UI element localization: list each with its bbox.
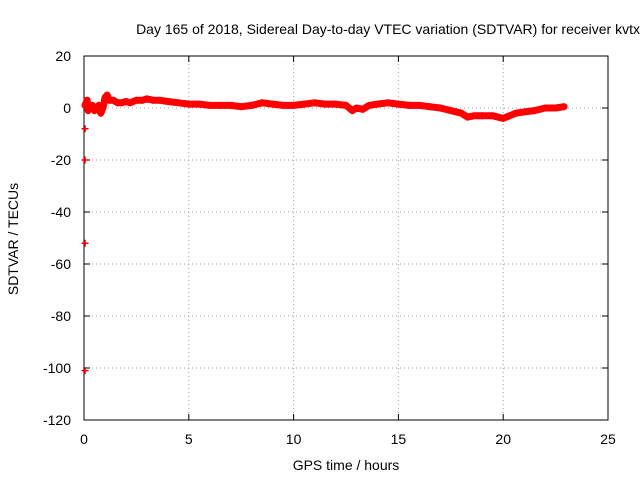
x-tick-label: 10 xyxy=(286,431,302,447)
data-point xyxy=(489,112,497,120)
data-point xyxy=(447,107,455,115)
data-point xyxy=(457,109,465,117)
y-tick-label: -120 xyxy=(43,412,71,428)
data-point xyxy=(227,101,235,109)
data-point xyxy=(290,101,298,109)
y-tick-label: -80 xyxy=(51,308,71,324)
data-point xyxy=(269,100,277,108)
x-axis-title: GPS time / hours xyxy=(293,457,400,473)
data-point xyxy=(300,100,308,108)
data-point xyxy=(394,100,402,108)
data-point xyxy=(560,103,568,111)
data-point xyxy=(81,367,89,375)
data-point xyxy=(155,96,163,104)
data-point xyxy=(109,96,117,104)
data-point xyxy=(505,112,513,120)
x-tick-label: 25 xyxy=(600,431,616,447)
plot-frame xyxy=(83,55,609,421)
data-point xyxy=(88,101,96,109)
data-point xyxy=(185,100,193,108)
data-point xyxy=(126,99,134,107)
series-sdtvar xyxy=(81,91,568,122)
y-tick-label: 20 xyxy=(55,48,71,64)
data-point xyxy=(332,100,340,108)
data-point xyxy=(149,96,157,104)
data-point xyxy=(478,112,486,120)
data-point xyxy=(348,107,356,115)
chart-title: Day 165 of 2018, Sidereal Day-to-day VTE… xyxy=(136,21,640,37)
data-point xyxy=(258,99,266,107)
data-point xyxy=(164,98,172,105)
y-tick-label: -40 xyxy=(51,204,71,220)
data-point xyxy=(512,109,520,117)
y-tick-label: 0 xyxy=(63,100,71,116)
data-point xyxy=(520,108,528,116)
data-point xyxy=(436,104,444,112)
series-outliers xyxy=(81,125,89,375)
x-tick-label: 0 xyxy=(80,431,88,447)
data-point xyxy=(122,98,130,105)
x-tick-label: 5 xyxy=(185,431,193,447)
data-point xyxy=(415,101,423,109)
data-point xyxy=(365,101,373,109)
data-point xyxy=(132,96,140,104)
data-point xyxy=(216,101,224,109)
data-point xyxy=(384,99,392,107)
x-tick-label: 15 xyxy=(391,431,407,447)
tick-labels: 0 5 10 15 20 25 -120 -100 -80 -60 -40 -20 0 20 xyxy=(43,48,616,447)
data-point xyxy=(195,100,203,108)
data-point xyxy=(97,109,105,117)
data-point xyxy=(81,125,89,133)
data-point xyxy=(81,156,89,164)
data-point xyxy=(470,112,478,120)
data-point xyxy=(174,99,182,107)
data-point xyxy=(311,99,319,107)
data-point xyxy=(83,96,91,104)
data-point xyxy=(139,96,147,104)
data-point xyxy=(95,101,103,109)
data-point xyxy=(279,101,287,109)
y-tick-label: -60 xyxy=(51,256,71,272)
data-point xyxy=(103,91,111,99)
data-point xyxy=(552,104,560,112)
x-tick-label: 20 xyxy=(495,431,511,447)
y-axis-title: SDTVAR / TECUs xyxy=(5,183,21,295)
data-point xyxy=(143,95,151,103)
data-point xyxy=(499,114,507,122)
data-point xyxy=(342,101,350,109)
y-tick-label: -20 xyxy=(51,152,71,168)
data-point xyxy=(405,101,413,109)
data-point xyxy=(321,100,329,108)
data-point xyxy=(81,239,89,247)
data-point xyxy=(206,101,214,109)
data-point xyxy=(118,99,126,107)
data-point xyxy=(248,101,256,109)
data-point xyxy=(531,107,539,115)
data-point xyxy=(237,103,245,111)
data-point xyxy=(99,104,107,112)
data-point xyxy=(426,103,434,111)
data-point xyxy=(359,105,367,113)
data-point xyxy=(464,113,472,121)
data-point xyxy=(373,100,381,108)
y-tick-label: -100 xyxy=(43,360,71,376)
series-layer xyxy=(81,91,568,375)
data-point xyxy=(352,104,360,112)
data-point xyxy=(541,104,549,112)
